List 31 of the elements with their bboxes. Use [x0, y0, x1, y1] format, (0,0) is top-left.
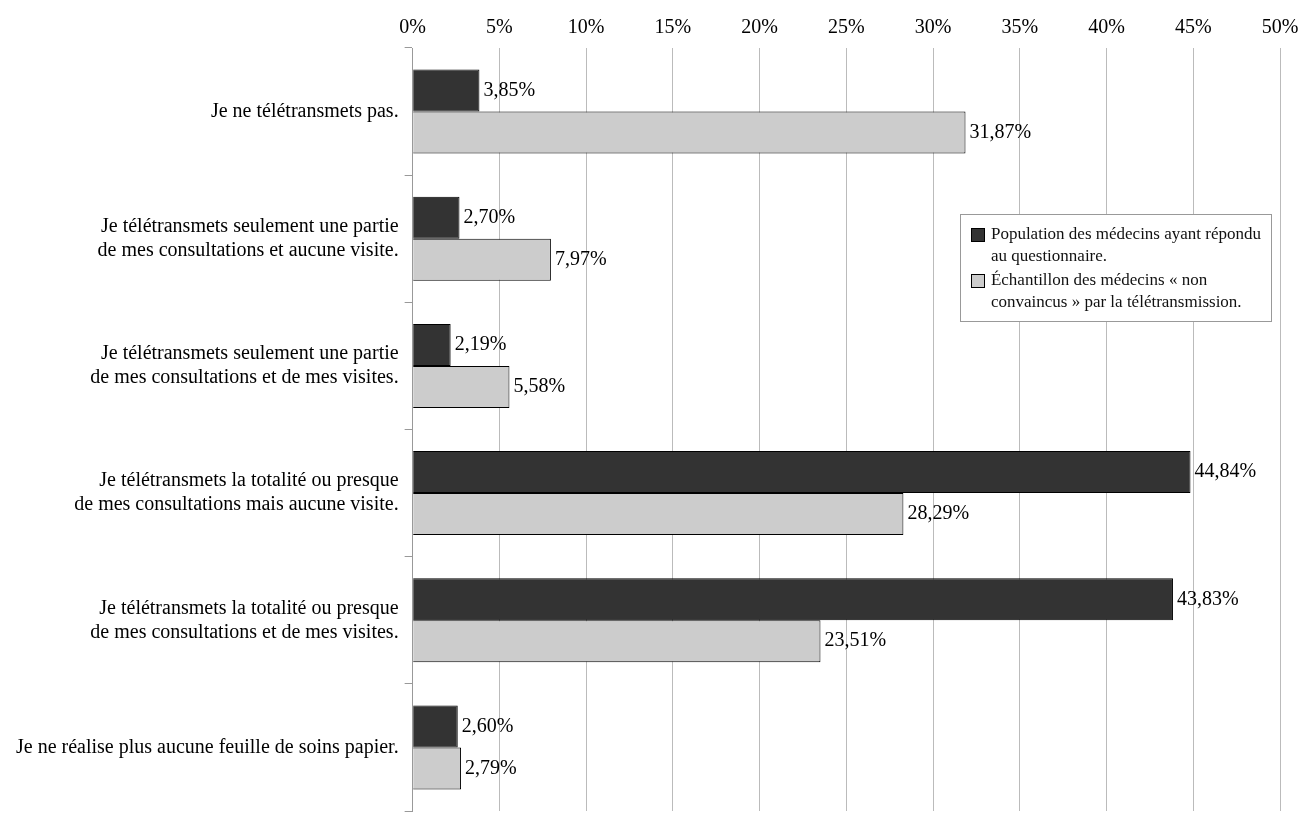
y-tick-label: Je télétransmets la totalité ou presque de mes consultations mais aucune visite.	[74, 468, 399, 515]
x-tick-label: 5%	[486, 15, 513, 38]
data-label: 23,51%	[824, 628, 887, 651]
x-tick-label: 35%	[1001, 15, 1039, 38]
data-label: 2,79%	[465, 755, 517, 778]
x-tick-label: 40%	[1088, 15, 1125, 38]
y-tick-label: Je télétransmets la totalité ou presque de mes consultations et de mes visites.	[90, 595, 399, 642]
data-label: 44,84%	[1194, 459, 1257, 482]
y-tick-label: Je ne télétransmets pas.	[210, 98, 399, 122]
x-tick-label: 0%	[399, 15, 426, 38]
data-label: 28,29%	[907, 501, 970, 524]
data-label: 7,97%	[554, 246, 607, 269]
data-label: 43,83%	[1176, 586, 1239, 609]
y-tick-label: Je télétransmets seulement une partie de mes consultations et aucune visite.	[97, 214, 399, 260]
legend-label: Échantillon des médecins « non convaincus » par la télétransmission.	[990, 269, 1242, 313]
y-tick-label: Je télétransmets seulement une partie de mes consultations et de mes visites.	[90, 341, 399, 388]
x-tick-label: 25%	[827, 15, 865, 38]
data-label: 3,85%	[483, 77, 536, 100]
x-tick-label: 15%	[654, 15, 692, 38]
data-label: 2,60%	[461, 713, 514, 736]
data-label: 2,70%	[463, 205, 516, 228]
x-tick-label: 30%	[914, 15, 952, 38]
x-tick-label: 45%	[1174, 15, 1212, 38]
data-label: 2,19%	[454, 332, 507, 355]
y-tick-label: Je ne réalise plus aucune feuille de soins papier.	[15, 734, 399, 758]
data-label: 5,58%	[513, 374, 566, 397]
legend-label: Population des médecins ayant répondu au questionnaire.	[990, 223, 1261, 267]
data-label: 31,87%	[969, 119, 1032, 142]
x-tick-label: 10%	[567, 15, 605, 38]
x-tick-label: 20%	[741, 15, 778, 38]
x-tick-label: 50%	[1261, 15, 1299, 38]
